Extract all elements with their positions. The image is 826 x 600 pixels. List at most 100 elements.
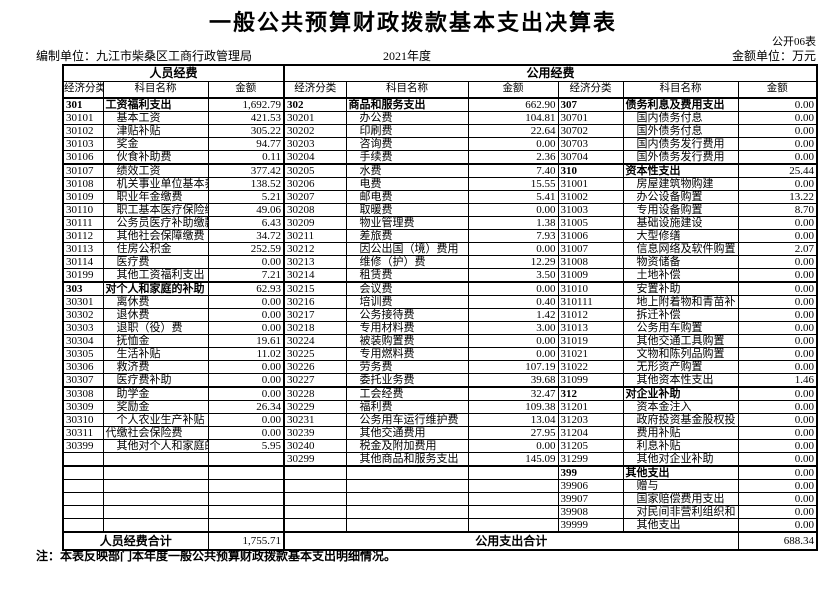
- subject-cell: 福利费: [345, 400, 469, 414]
- public-total-label: 公用支出合计: [283, 531, 739, 551]
- amount-cell: 252.59: [207, 242, 285, 256]
- subject-cell: 手续费: [345, 150, 469, 165]
- amount-cell: 0.00: [737, 268, 818, 283]
- table-row: 30304 抚恤金 19.61 30224 被装购置费 0.00 31019 其他交通工具购置…: [62, 334, 818, 348]
- subject-cell: 基础设施建设: [622, 216, 739, 230]
- amount-cell: 2.36: [467, 150, 559, 165]
- econ-class-cell: 30202: [283, 124, 347, 138]
- amount-cell: 8.70: [737, 203, 818, 217]
- econ-class-cell: 31009: [557, 268, 624, 283]
- amount-cell: 0.11: [207, 150, 285, 165]
- amount-cell: 39.68: [467, 373, 559, 388]
- amount-cell: 22.64: [467, 124, 559, 138]
- table-row: 30108 机关事业单位基本养 138.52 30206 电费 15.55 31001 房屋建…: [62, 177, 818, 191]
- subject-cell: 其他对个人和家庭的: [102, 439, 209, 453]
- econ-class-cell: 30701: [557, 111, 624, 125]
- subject-cell: 物业管理费: [345, 216, 469, 230]
- subject-cell: 对个人和家庭的补助: [102, 281, 209, 296]
- econ-class-cell: 30205: [283, 163, 347, 178]
- amount-cell: 0.00: [737, 334, 818, 348]
- econ-class-cell: 31021: [557, 347, 624, 361]
- econ-class-cell: 30302: [62, 308, 104, 322]
- econ-class-cell: 303: [62, 281, 104, 296]
- econ-class-cell: [283, 505, 347, 519]
- column-header: 经济分类: [283, 80, 347, 99]
- amount-cell: 0.00: [207, 373, 285, 388]
- amount-cell: 94.77: [207, 137, 285, 151]
- econ-class-cell: 302: [283, 97, 347, 112]
- econ-class-cell: 307: [557, 97, 624, 112]
- amount-cell: 0.00: [207, 255, 285, 269]
- amount-cell: [207, 452, 285, 467]
- subject-cell: 国外债务付息: [622, 124, 739, 138]
- subject-cell: 办公费: [345, 111, 469, 125]
- table-row: 30107 绩效工资 377.42 30205 水费 7.40 310 资本性支出 25.44: [62, 163, 818, 178]
- econ-class-cell: 30303: [62, 321, 104, 335]
- subject-cell: 劳务费: [345, 360, 469, 374]
- amount-cell: 104.81: [467, 111, 559, 125]
- subject-cell: 其他资本性支出: [622, 373, 739, 388]
- amount-cell: 0.00: [737, 518, 818, 533]
- amount-cell: 305.22: [207, 124, 285, 138]
- amount-cell: 107.19: [467, 360, 559, 374]
- amount-cell: [467, 492, 559, 506]
- subject-cell: [345, 505, 469, 519]
- table-row: 303 对个人和家庭的补助 62.93 30215 会议费 0.00 31010 安置补助 0.…: [62, 281, 818, 296]
- econ-class-cell: 30207: [283, 190, 347, 204]
- econ-class-cell: 31203: [557, 413, 624, 427]
- amount-cell: 13.04: [467, 413, 559, 427]
- amount-cell: 34.72: [207, 229, 285, 243]
- econ-class-cell: 30107: [62, 163, 104, 178]
- table-row: 30101 基本工资 421.53 30201 办公费 104.81 30701 国内债务付息…: [62, 111, 818, 125]
- doc-label: 公开06表: [772, 36, 816, 48]
- subject-cell: 其他对企业补助: [622, 452, 739, 467]
- econ-class-cell: 39908: [557, 505, 624, 519]
- subject-cell: 税金及附加费用: [345, 439, 469, 453]
- amount-cell: 7.21: [207, 268, 285, 283]
- amount-cell: 0.00: [737, 97, 818, 112]
- subject-cell: 会议费: [345, 281, 469, 296]
- amount-cell: [207, 465, 285, 480]
- econ-class-cell: [62, 492, 104, 506]
- econ-class-cell: 30101: [62, 111, 104, 125]
- subject-cell: 专用材料费: [345, 321, 469, 335]
- subject-cell: [102, 492, 209, 506]
- amount-cell: 0.00: [737, 229, 818, 243]
- econ-class-cell: 39999: [557, 518, 624, 533]
- subject-cell: 其他交通费用: [345, 426, 469, 440]
- subject-cell: 救济费: [102, 360, 209, 374]
- amount-cell: 0.00: [737, 492, 818, 506]
- subject-cell: 差旅费: [345, 229, 469, 243]
- econ-class-cell: 30227: [283, 373, 347, 388]
- econ-class-cell: 30240: [283, 439, 347, 453]
- econ-class-cell: 30214: [283, 268, 347, 283]
- econ-class-cell: 30199: [62, 268, 104, 283]
- amount-cell: 0.00: [207, 308, 285, 322]
- personnel-total-amount: 1,755.71: [207, 531, 285, 551]
- amount-cell: [467, 518, 559, 533]
- amount-cell: 109.38: [467, 400, 559, 414]
- amount-cell: [207, 518, 285, 533]
- econ-class-cell: [62, 505, 104, 519]
- subject-cell: 职业年金缴费: [102, 190, 209, 204]
- subject-cell: 其他支出: [622, 465, 739, 480]
- table-row: 30306 救济费 0.00 30226 劳务费 107.19 31022 无形资产购置 0.0…: [62, 360, 818, 374]
- econ-class-cell: 30103: [62, 137, 104, 151]
- column-header-row: 经济分类 科目名称 金额 经济分类 科目名称 金额 经济分类 科目名称 金额: [62, 80, 818, 99]
- footnote: 注：本表反映部门本年度一般公共预算财政拨款基本支出明细情况。: [36, 549, 397, 563]
- subject-cell: 文物和陈列品购置: [622, 347, 739, 361]
- amount-cell: 2.07: [737, 242, 818, 256]
- table-row: 30199 其他工资福利支出 7.21 30214 租赁费 3.50 31009 土地补偿 0.…: [62, 268, 818, 283]
- amount-cell: 0.00: [737, 321, 818, 335]
- econ-class-cell: 31001: [557, 177, 624, 191]
- subject-cell: 商品和服务支出: [345, 97, 469, 112]
- personnel-total-label: 人员经费合计: [62, 531, 209, 551]
- amount-cell: 0.00: [737, 386, 818, 401]
- amount-cell: 5.41: [467, 190, 559, 204]
- amount-cell: 0.00: [467, 203, 559, 217]
- subject-cell: 奖励金: [102, 400, 209, 414]
- amount-cell: 1.46: [737, 373, 818, 388]
- subject-cell: 印刷费: [345, 124, 469, 138]
- table-row: 39999 其他支出 0.00: [62, 518, 818, 533]
- column-header: 科目名称: [622, 80, 739, 99]
